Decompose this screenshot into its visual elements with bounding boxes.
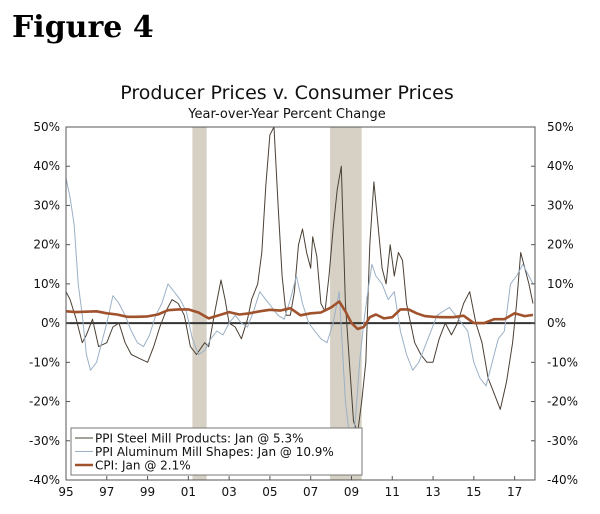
x-tick-label: 97 <box>99 485 114 499</box>
y-tick-label-left: 20% <box>33 238 60 252</box>
series-line-2 <box>65 177 534 453</box>
y-tick-label-right: 0% <box>547 316 566 330</box>
x-tick-label: 13 <box>425 485 440 499</box>
legend-label-2: PPI Aluminum Mill Shapes: Jan @ 10.9% <box>95 445 334 459</box>
y-tick-label-left: 0% <box>41 316 60 330</box>
y-tick-label-left: -30% <box>29 434 60 448</box>
y-tick-label-right: -20% <box>547 395 578 409</box>
x-tick-label: 17 <box>507 485 522 499</box>
y-tick-label-right: 40% <box>547 159 574 173</box>
legend-label-1: PPI Steel Mill Products: Jan @ 5.3% <box>95 432 304 446</box>
y-tick-label-left: 40% <box>33 159 60 173</box>
x-tick-label: 07 <box>303 485 318 499</box>
series-line-3 <box>65 300 534 331</box>
x-tick-label: 09 <box>344 485 359 499</box>
plot-frame <box>65 126 536 481</box>
recession-band-1 <box>192 127 207 480</box>
x-tick-label: 95 <box>58 485 73 499</box>
x-tick-label: 99 <box>140 485 155 499</box>
y-tick-label-left: -10% <box>29 355 60 369</box>
y-tick-label-right: -30% <box>547 434 578 448</box>
x-tick-label: 03 <box>221 485 236 499</box>
y-tick-label-right: 10% <box>547 277 574 291</box>
y-tick-label-left: 50% <box>33 120 60 134</box>
y-tick-label-left: -20% <box>29 395 60 409</box>
series-lines <box>65 126 534 453</box>
x-tick-label: 11 <box>385 485 400 499</box>
chart-title: Producer Prices v. Consumer Prices <box>120 82 454 104</box>
y-tick-label-left: 10% <box>33 277 60 291</box>
y-tick-label-right: 50% <box>547 120 574 134</box>
series-line-1 <box>65 126 534 434</box>
y-tick-label-right: 20% <box>547 238 574 252</box>
x-tick-label: 05 <box>262 485 277 499</box>
y-tick-label-left: 30% <box>33 198 60 212</box>
y-tick-label-left: -40% <box>29 473 60 487</box>
legend-label-3: CPI: Jan @ 2.1% <box>95 459 191 473</box>
axes: -40% -40% -30% -30% -20% -20% -10% -10% 0% 0% 10% 1… <box>29 120 578 499</box>
x-tick-label: 01 <box>181 485 196 499</box>
y-tick-label-right: 30% <box>547 198 574 212</box>
legend: PPI Steel Mill Products: Jan @ 5.3%PPI A… <box>70 427 363 476</box>
y-tick-label-right: -40% <box>547 473 578 487</box>
x-tick-label: 15 <box>466 485 481 499</box>
chart-subtitle: Year-over-Year Percent Change <box>187 107 385 122</box>
legend-box <box>70 427 363 476</box>
figure-label: Figure 4 <box>12 10 154 45</box>
y-tick-label-right: -10% <box>547 355 578 369</box>
